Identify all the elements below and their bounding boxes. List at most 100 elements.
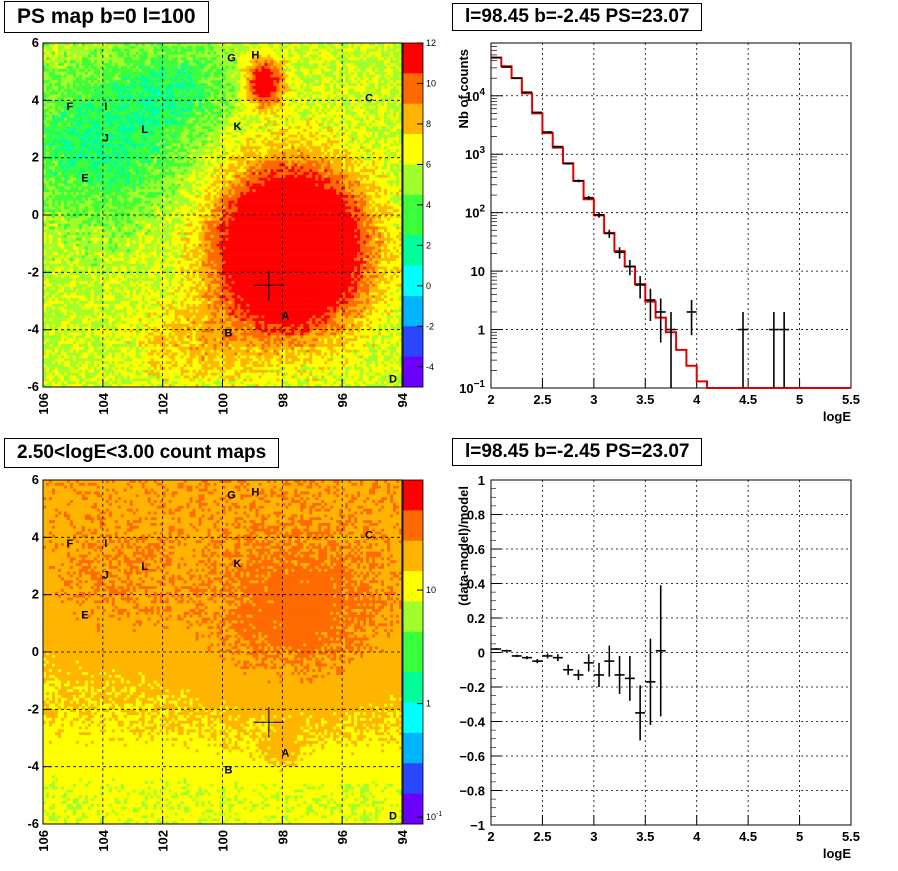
heatmap-cell bbox=[234, 143, 237, 146]
heatmap-cell bbox=[208, 129, 211, 132]
heatmap-cell bbox=[196, 83, 199, 86]
heatmap-cell bbox=[240, 161, 243, 164]
heatmap-cell bbox=[142, 161, 145, 164]
heatmap-cell bbox=[106, 75, 109, 78]
heatmap-cell bbox=[118, 77, 121, 80]
heatmap-cell bbox=[55, 149, 58, 152]
heatmap-cell bbox=[357, 49, 360, 52]
heatmap-cell bbox=[270, 75, 273, 78]
heatmap-cell bbox=[294, 60, 297, 63]
heatmap-cell bbox=[300, 75, 303, 78]
heatmap-cell bbox=[169, 138, 172, 141]
heatmap-cell bbox=[100, 100, 103, 103]
heatmap-cell bbox=[381, 109, 384, 112]
heatmap-cell bbox=[85, 75, 88, 78]
heatmap-cell bbox=[187, 129, 190, 132]
heatmap-cell bbox=[46, 118, 49, 121]
heatmap-cell bbox=[175, 100, 178, 103]
heatmap-cell bbox=[393, 57, 396, 60]
heatmap-cell bbox=[166, 106, 169, 109]
heatmap-cell bbox=[393, 89, 396, 92]
heatmap-cell bbox=[184, 49, 187, 52]
heatmap-cell bbox=[94, 115, 97, 118]
heatmap-cell bbox=[372, 83, 375, 86]
heatmap-cell bbox=[243, 118, 246, 121]
heatmap-cell bbox=[300, 86, 303, 89]
heatmap-cell bbox=[300, 72, 303, 75]
heatmap-cell bbox=[249, 63, 252, 66]
heatmap-cell bbox=[333, 106, 336, 109]
heatmap-cell bbox=[70, 80, 73, 83]
heatmap-cell bbox=[225, 83, 228, 86]
heatmap-cell bbox=[351, 89, 354, 92]
heatmap-cell bbox=[300, 120, 303, 123]
heatmap-cell bbox=[354, 138, 357, 141]
heatmap-cell bbox=[76, 135, 79, 138]
heatmap-cell bbox=[208, 52, 211, 55]
heatmap-cell bbox=[97, 109, 100, 112]
heatmap-cell bbox=[61, 109, 64, 112]
heatmap-cell bbox=[178, 100, 181, 103]
heatmap-cell bbox=[184, 152, 187, 155]
heatmap-cell bbox=[94, 77, 97, 80]
heatmap-cell bbox=[321, 126, 324, 129]
heatmap-cell bbox=[273, 46, 276, 49]
heatmap-cell bbox=[103, 52, 106, 55]
heatmap-cell bbox=[139, 66, 142, 69]
heatmap-cell bbox=[273, 69, 276, 72]
heatmap-cell bbox=[252, 72, 255, 75]
heatmap-cell bbox=[345, 152, 348, 155]
heatmap-cell bbox=[240, 103, 243, 106]
heatmap-cell bbox=[85, 77, 88, 80]
heatmap-cell bbox=[115, 60, 118, 63]
heatmap-cell bbox=[342, 75, 345, 78]
heatmap-cell bbox=[58, 92, 61, 95]
heatmap-cell bbox=[321, 100, 324, 103]
heatmap-cell bbox=[261, 92, 264, 95]
heatmap-cell bbox=[154, 129, 157, 132]
heatmap-cell bbox=[288, 109, 291, 112]
heatmap-cell bbox=[94, 103, 97, 106]
heatmap-cell bbox=[318, 140, 321, 143]
heatmap-cell bbox=[231, 115, 234, 118]
heatmap-cell bbox=[384, 77, 387, 80]
heatmap-cell bbox=[225, 152, 228, 155]
heatmap-cell bbox=[294, 146, 297, 149]
heatmap-cell bbox=[360, 92, 363, 95]
heatmap-cell bbox=[225, 100, 228, 103]
heatmap-cell bbox=[49, 83, 52, 86]
heatmap-cell bbox=[61, 77, 64, 80]
heatmap-cell bbox=[249, 161, 252, 164]
heatmap-cell bbox=[363, 60, 366, 63]
heatmap-cell bbox=[261, 66, 264, 69]
heatmap-cell bbox=[58, 112, 61, 115]
heatmap-cell bbox=[202, 158, 205, 161]
heatmap-cell bbox=[372, 66, 375, 69]
heatmap-cell bbox=[121, 80, 124, 83]
heatmap-cell bbox=[321, 80, 324, 83]
heatmap-cell bbox=[61, 118, 64, 121]
heatmap-cell bbox=[55, 106, 58, 109]
heatmap-cell bbox=[49, 109, 52, 112]
heatmap-cell bbox=[240, 77, 243, 80]
heatmap-cell bbox=[381, 132, 384, 135]
heatmap-cell bbox=[369, 77, 372, 80]
heatmap-cell bbox=[175, 103, 178, 106]
heatmap-cell bbox=[264, 89, 267, 92]
heatmap-cell bbox=[49, 52, 52, 55]
heatmap-cell bbox=[202, 46, 205, 49]
heatmap-cell bbox=[282, 75, 285, 78]
heatmap-cell bbox=[169, 129, 172, 132]
heatmap-cell bbox=[327, 72, 330, 75]
heatmap-cell bbox=[306, 146, 309, 149]
heatmap-cell bbox=[166, 72, 169, 75]
heatmap-cell bbox=[85, 52, 88, 55]
heatmap-cell bbox=[342, 143, 345, 146]
heatmap-cell bbox=[309, 138, 312, 141]
heatmap-cell bbox=[225, 115, 228, 118]
heatmap-cell bbox=[291, 123, 294, 126]
heatmap-cell bbox=[315, 77, 318, 80]
heatmap-cell bbox=[130, 138, 133, 141]
heatmap-cell bbox=[246, 80, 249, 83]
heatmap-cell bbox=[175, 143, 178, 146]
